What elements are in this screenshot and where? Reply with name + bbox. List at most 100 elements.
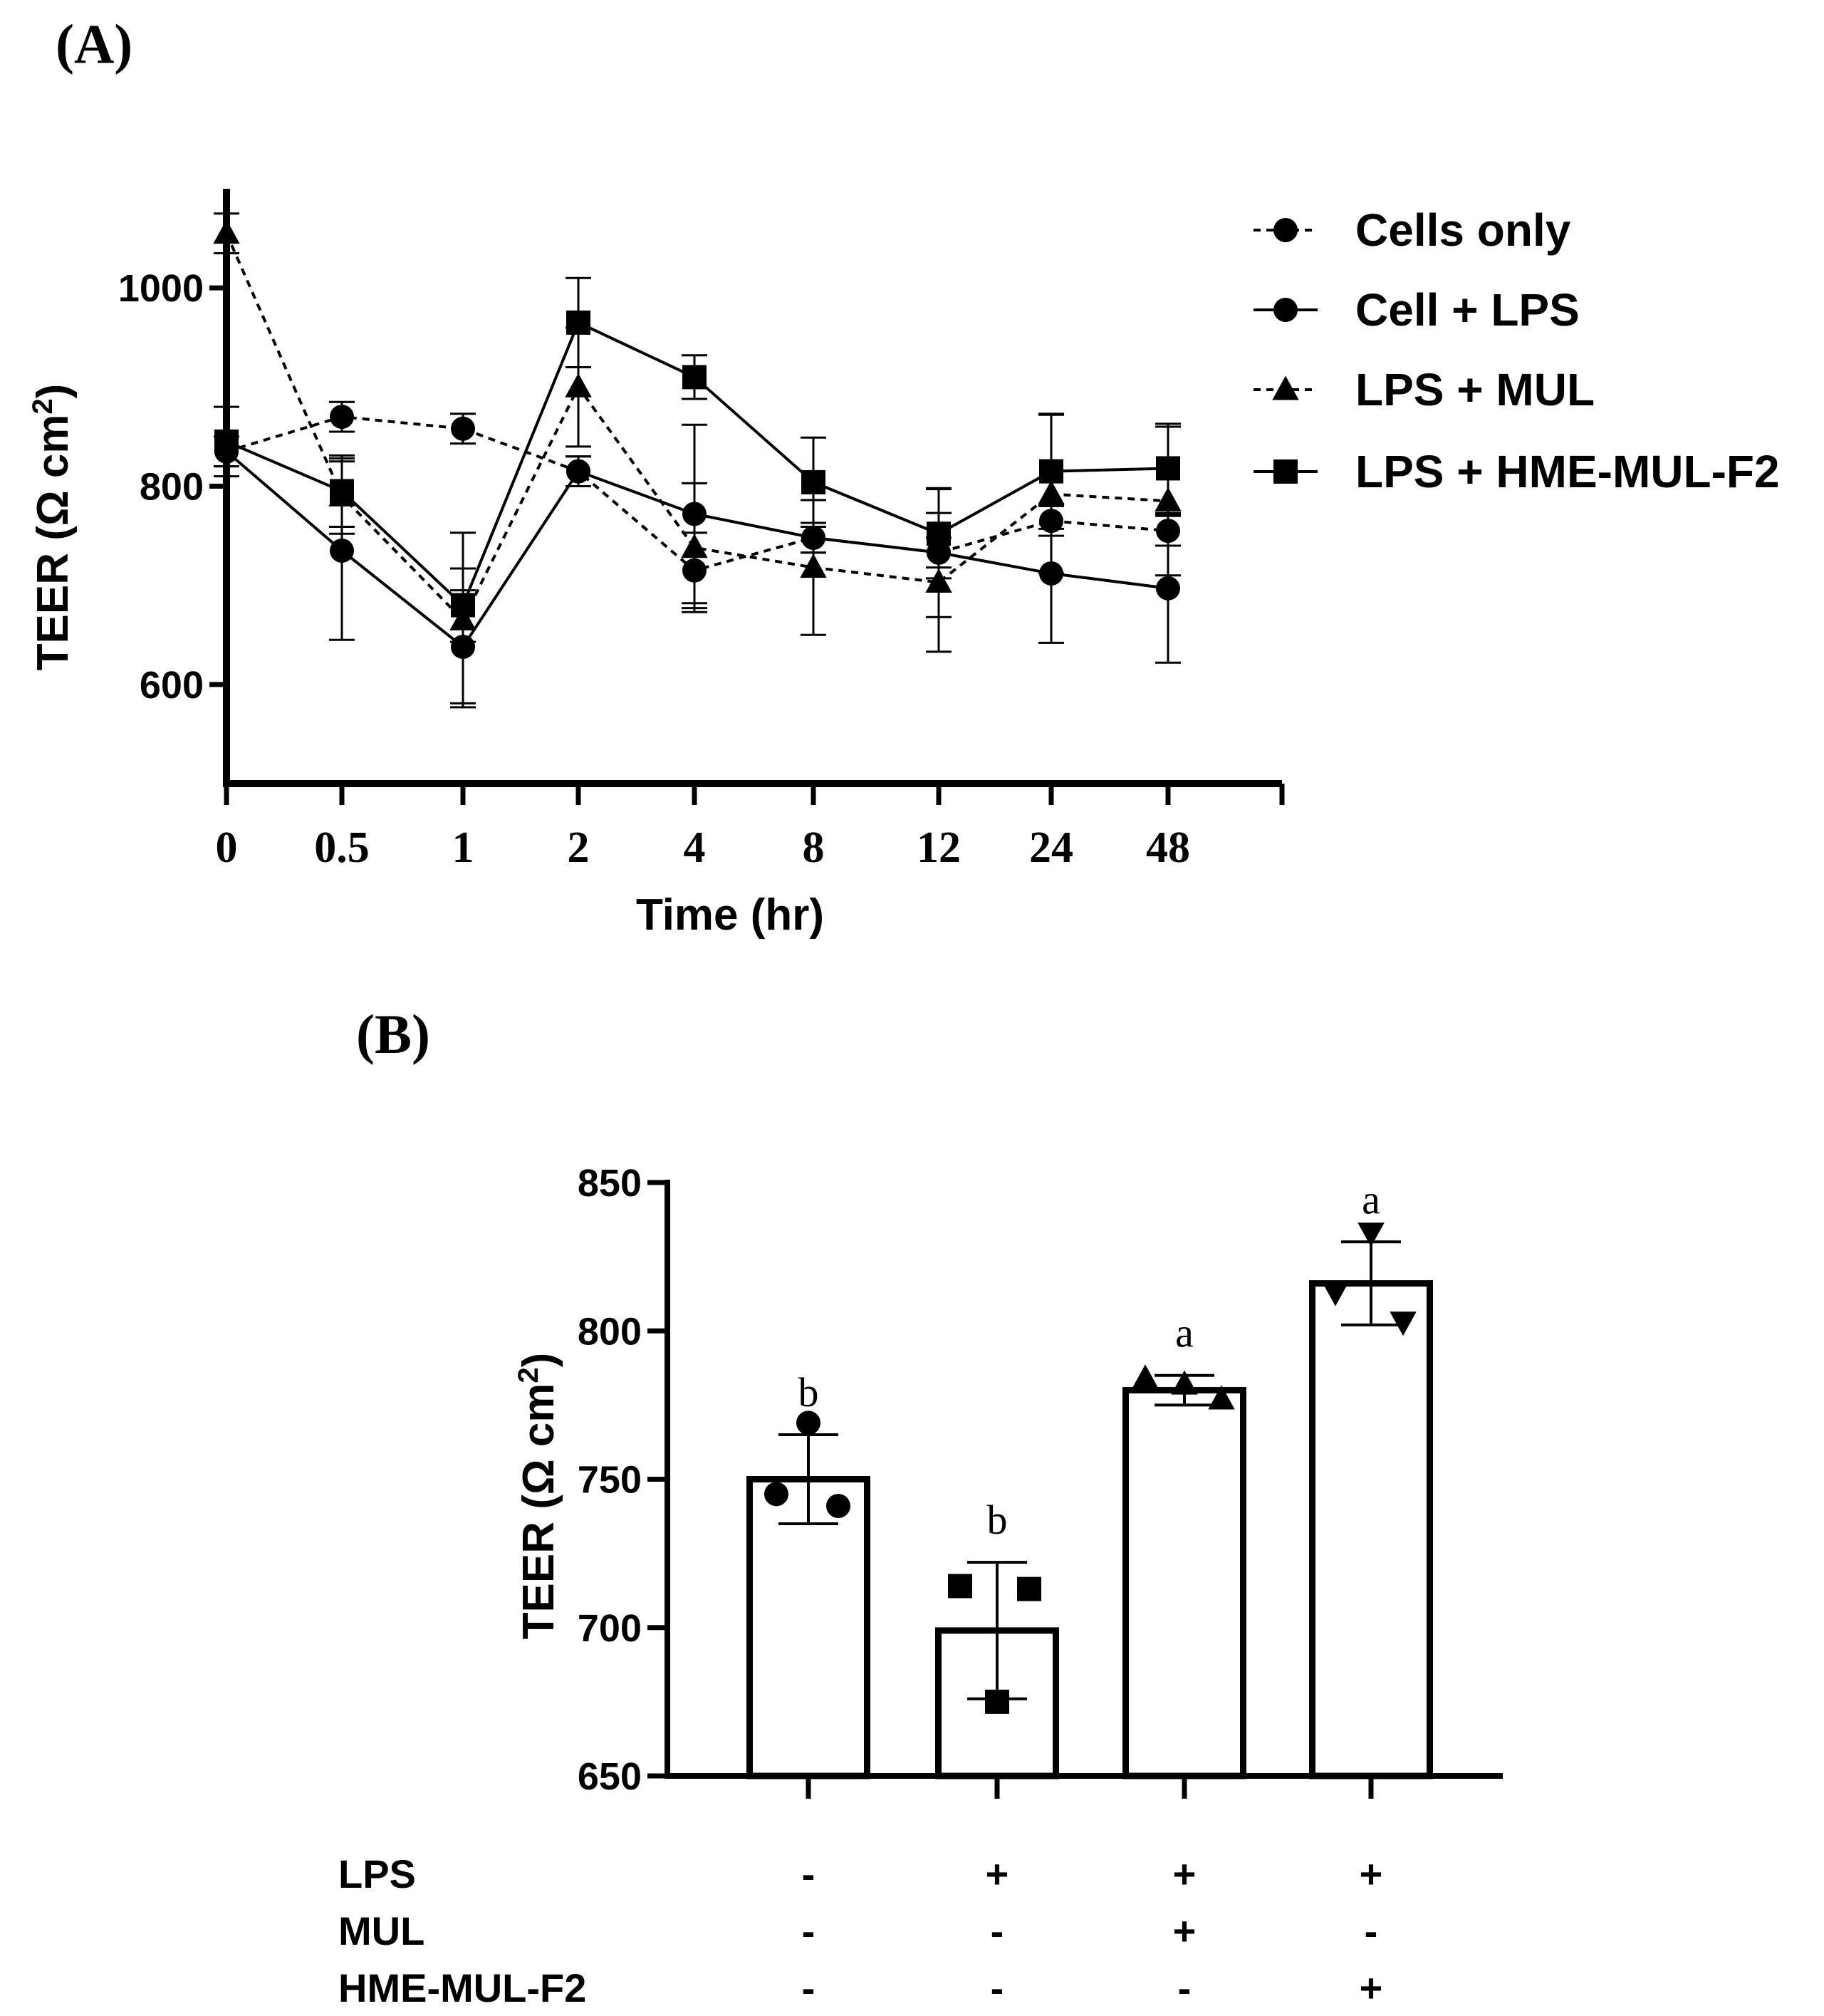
condition-sign: + [986,1851,1009,1896]
panel-a-data-point [1156,456,1180,481]
panel-a-data-point [566,310,590,335]
panel-b-data-point [826,1493,850,1518]
panel-a-x-tick-label: 8 [803,823,825,872]
panel-a-data-point [925,568,952,593]
condition-label: MUL [338,1908,424,1953]
legend-label: LPS + HME-MUL-F2 [1355,446,1780,497]
panel-a-series-line [225,232,1169,623]
panel-a-x-tick-label: 4 [684,823,706,872]
panel-a-data-point [330,538,354,563]
panel-b-data-point [1357,1222,1385,1247]
panel-a-data-point [451,416,475,441]
panel-a-data-point [451,593,475,618]
panel-a-data-point [330,405,354,430]
panel-b-bar [746,1476,870,1779]
panel-a-data-point [682,365,707,390]
panel-a-ylabel-close: ) [28,384,78,399]
panel-b-condition-table: LPS - + + + MUL - - + - HME-MUL-F2 - - - + [338,1851,1382,2010]
legend-label: Cell + LPS [1355,284,1580,336]
panel-a-data-point [801,469,825,494]
panel-a-series-4 [214,276,1181,643]
condition-sign: - [1365,1908,1378,1953]
panel-b-ylabel-sup: 2 [513,1367,544,1383]
panel-b-significance-letter: b [987,1497,1008,1543]
panel-a-ylabel-sup: 2 [27,398,58,414]
condition-label: LPS [338,1851,416,1896]
condition-sign: + [1360,1851,1383,1896]
panel-b-y-axis-title: TEER (Ω cm2) [513,1353,563,1640]
panel-b-data-point [1390,1311,1417,1336]
condition-sign: - [991,1908,1004,1953]
panel-b-significance-letter: b [798,1369,819,1415]
panel-b-ylabel-close: ) [514,1353,563,1368]
panel-a-data-point [681,534,708,558]
legend-marker [1273,459,1298,484]
panel-a-legend: Cells only Cell + LPS LPS + MUL LPS + HME-M… [1254,204,1780,497]
panel-b-data-point [1171,1370,1198,1395]
panel-b-y-tick-label: 850 [578,1162,642,1205]
panel-a-x-axis-title: Time (hr) [636,890,824,940]
condition-sign: - [991,1965,1004,2010]
panel-b-significance-letter: a [1362,1176,1380,1222]
panel-b-y-tick-label: 650 [578,1755,642,1798]
panel-a-data-point [927,521,951,546]
panel-a-data-point [800,554,827,578]
condition-sign: - [802,1908,815,1953]
panel-b-y-tick-label: 700 [578,1607,642,1650]
panel-b-data-point [764,1482,788,1507]
panel-a-x-tick-label: 1 [452,823,474,872]
panel-b-bar-chart: TEER (Ω cm2) 650 700 750 800 850 b b a a LPS - + + + M… [338,1162,1503,2010]
panel-a-data-point [566,459,590,484]
panel-b-bar-group-3: a [1122,1310,1246,1799]
condition-sign: + [1173,1851,1197,1896]
panel-b-label: (B) [356,1003,430,1065]
panel-a-x-tick-label: 12 [917,823,961,872]
panel-b-bar-group-1: b [746,1369,870,1799]
panel-a-data-point [565,373,592,398]
panel-b-data-point [796,1410,820,1435]
panel-a-y-tick-label: 1000 [118,267,204,310]
panel-b-ylabel-main: TEER (Ω cm [514,1383,563,1640]
svg-text:TEER (Ω cm2): TEER (Ω cm2) [27,384,78,671]
panel-a-data-point [1039,459,1063,484]
condition-sign: - [802,1851,815,1896]
panel-b-data-point [1132,1364,1159,1389]
condition-sign: + [1360,1965,1383,2010]
panel-b-y-tick-label: 800 [578,1310,642,1353]
panel-b-bar-group-2: b [935,1497,1059,1799]
panel-b-data-point [985,1689,1009,1714]
panel-a-ylabel-main: TEER (Ω cm [28,415,78,671]
panel-a-data-point [213,219,240,244]
panel-a-x-tick-label: 24 [1029,823,1073,872]
panel-b-data-point [948,1574,972,1599]
panel-b-data-point [1017,1576,1041,1601]
panel-a-x-tick-label: 48 [1146,823,1190,872]
panel-a-y-tick-label: 600 [140,664,204,707]
panel-a-data-point [214,429,239,454]
panel-a-y-axis-title: TEER (Ω cm2) [27,384,78,671]
legend-label: Cells only [1355,204,1571,256]
panel-b-y-tick-label: 750 [578,1459,642,1502]
legend-marker [1272,375,1299,400]
condition-label: HME-MUL-F2 [338,1965,586,2010]
panel-a-x-tick-label: 2 [568,823,590,872]
panel-b-significance-letter: a [1175,1310,1194,1356]
panel-b-bar [1309,1280,1433,1779]
legend-marker [1273,298,1298,322]
panel-b-data-point [1322,1282,1349,1306]
panel-a-x-tick-label: 0 [216,823,238,872]
condition-sign: + [1173,1908,1197,1953]
panel-a-y-tick-label: 800 [140,466,204,509]
panel-a-label: (A) [56,13,132,75]
panel-b-bar-group-4: a [1309,1176,1433,1799]
legend-label: LPS + MUL [1355,364,1595,415]
panel-b-data-point [1208,1385,1235,1410]
legend-marker [1273,218,1298,242]
condition-sign: - [1178,1965,1192,2010]
panel-a-data-point [1156,576,1180,601]
condition-sign: - [802,1965,815,2010]
panel-a-data-point [330,479,354,504]
panel-a-series-3 [213,212,1182,709]
